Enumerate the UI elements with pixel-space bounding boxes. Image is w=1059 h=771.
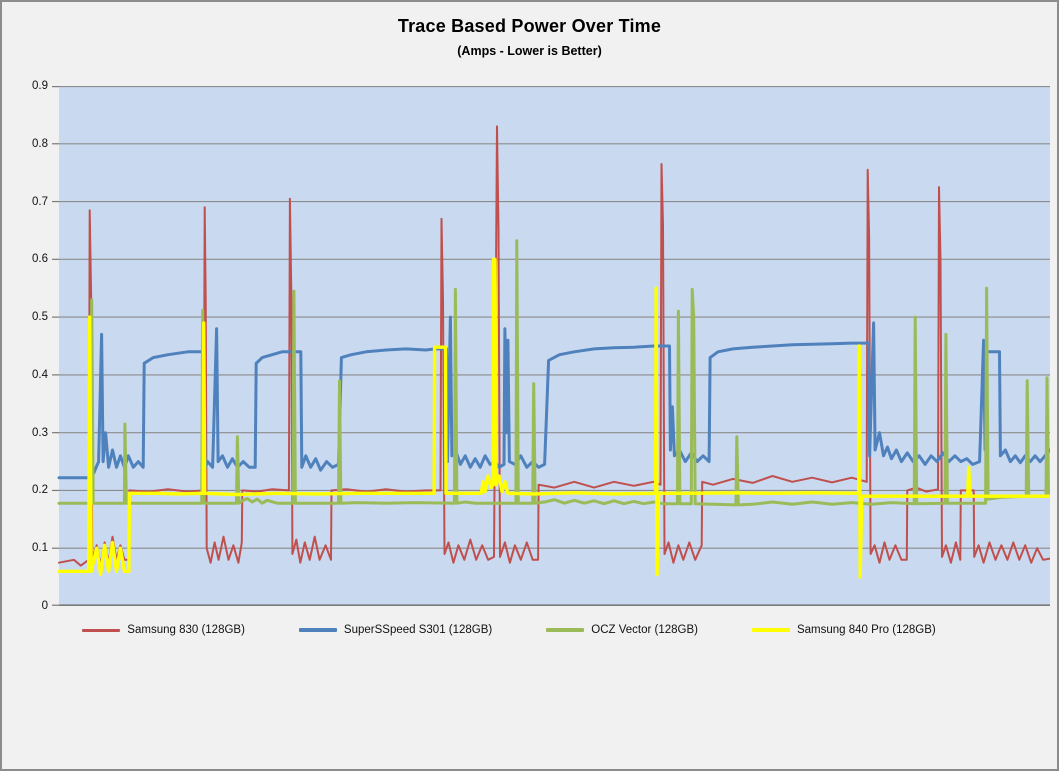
- legend-item: SuperSSpeed S301 (128GB): [298, 624, 493, 636]
- y-axis-label: 0: [41, 600, 48, 612]
- legend-item: OCZ Vector (128GB): [546, 624, 698, 636]
- legend-line-swatch: [298, 628, 337, 632]
- legend-line-swatch: [546, 628, 585, 632]
- y-axis-label: 0.6: [32, 253, 48, 266]
- y-axis-label: 0.7: [32, 195, 48, 208]
- plot-area: [52, 86, 1050, 606]
- series-line-1: [58, 125, 1050, 567]
- legend: Samsung 830 (128GB) SuperSSpeed S301 (128…: [59, 624, 959, 636]
- y-axis-label: 0.3: [32, 426, 48, 439]
- legend-label: OCZ Vector (128GB): [591, 624, 698, 636]
- chart-subtitle: (Amps - Lower is Better): [457, 44, 602, 58]
- legend-label: Samsung 830 (128GB): [127, 624, 245, 636]
- y-axis-label: 0.9: [32, 80, 48, 92]
- y-axis-label: 0.4: [32, 368, 48, 381]
- series-line-2: [57, 315, 1050, 480]
- legend-item: Samsung 840 Pro (128GB): [751, 624, 936, 636]
- y-axis-labels: 0.9 0.8 0.7 0.6 0.5 0.4 0.3 0.2 0.1 0: [2, 2, 48, 769]
- series-line-4: [57, 257, 1050, 579]
- y-axis-label: 0.1: [32, 542, 48, 555]
- chart-title: Trace Based Power Over Time: [397, 16, 662, 36]
- plot-svg: [52, 86, 1050, 606]
- plot-background: [59, 86, 1050, 606]
- y-axis-label: 0.8: [32, 137, 48, 150]
- series-line-3: [57, 239, 1050, 507]
- legend-line-swatch: [751, 628, 790, 632]
- legend-item: Samsung 830 (128GB): [82, 624, 245, 636]
- legend-label: Samsung 840 Pro (128GB): [796, 624, 936, 636]
- legend-line-swatch: [82, 628, 121, 632]
- y-axis-label: 0.5: [32, 311, 48, 324]
- legend-label: SuperSSpeed S301 (128GB): [343, 624, 493, 636]
- y-axis-label: 0.2: [32, 484, 48, 497]
